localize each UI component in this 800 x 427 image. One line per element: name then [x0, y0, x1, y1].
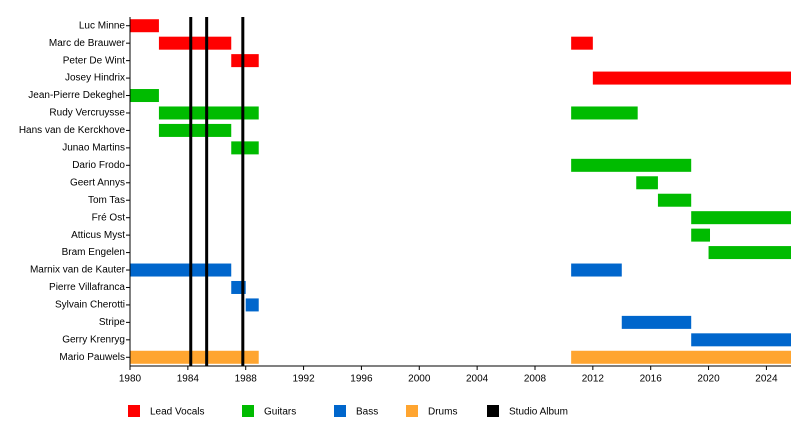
y-tick-label: Stripe: [99, 317, 126, 328]
bar: [130, 19, 159, 33]
legend-swatch: [242, 405, 254, 417]
x-tick-label: 1996: [350, 374, 373, 385]
bar: [691, 333, 791, 347]
x-tick-label: 2004: [466, 374, 489, 385]
legend-label: Bass: [356, 407, 378, 418]
y-tick-label: Gerry Krenryg: [62, 334, 125, 345]
x-tick-label: 2016: [640, 374, 663, 385]
bar: [158, 123, 232, 137]
x-tick-label: 1988: [235, 374, 258, 385]
bar: [571, 350, 791, 364]
bar: [130, 350, 259, 364]
y-tick-label: Geert Annys: [70, 177, 125, 188]
x-tick-label: 1984: [177, 374, 200, 385]
bar: [571, 36, 593, 50]
bar: [231, 141, 259, 155]
legend-swatch: [334, 405, 346, 417]
bar: [708, 246, 791, 260]
x-tick-label: 2012: [582, 374, 605, 385]
x-tick-label: 2024: [755, 374, 778, 385]
y-tick-label: Peter De Wint: [63, 55, 125, 66]
bar: [158, 106, 259, 120]
y-tick-label: Sylvain Cherotti: [55, 300, 125, 311]
bar: [158, 36, 232, 50]
y-tick-label: Hans van de Kerckhove: [19, 125, 126, 136]
legend-label: Lead Vocals: [150, 407, 205, 418]
legend-swatch: [487, 405, 499, 417]
legend-label: Studio Album: [509, 407, 568, 418]
bar: [592, 71, 791, 85]
y-tick-label: Mario Pauwels: [59, 352, 125, 363]
y-tick-label: Josey Hindrix: [65, 73, 125, 84]
y-tick-label: Luc Minne: [79, 20, 126, 31]
bar: [621, 315, 692, 329]
bar: [657, 193, 692, 207]
y-tick-label: Junao Martins: [62, 143, 125, 154]
y-tick-label: Rudy Vercruysse: [49, 108, 125, 119]
legend-swatch: [128, 405, 140, 417]
bar: [231, 54, 259, 68]
y-tick-label: Atticus Myst: [71, 230, 125, 241]
bar: [571, 106, 638, 120]
x-tick-label: 2008: [524, 374, 547, 385]
legend-swatch: [406, 405, 418, 417]
bar: [691, 228, 711, 242]
bar: [571, 263, 622, 277]
y-tick-label: Pierre Villafranca: [49, 282, 125, 293]
bar: [245, 298, 259, 312]
bar: [130, 263, 232, 277]
bar: [130, 89, 159, 103]
bar: [691, 211, 791, 225]
y-tick-label: Tom Tas: [88, 195, 125, 206]
x-tick-label: 1980: [119, 374, 142, 385]
y-tick-label: Marc de Brauwer: [49, 38, 126, 49]
y-tick-label: Dario Frodo: [72, 160, 125, 171]
x-tick-label: 1992: [292, 374, 315, 385]
bar: [571, 158, 692, 172]
legend-label: Guitars: [264, 407, 296, 418]
y-tick-label: Marnix van de Kauter: [30, 265, 126, 276]
y-tick-label: Bram Engelen: [62, 247, 125, 258]
x-tick-label: 2000: [408, 374, 431, 385]
legend-label: Drums: [428, 407, 457, 418]
bar: [636, 176, 658, 190]
x-tick-label: 2020: [697, 374, 720, 385]
y-tick-label: Jean-Pierre Dekeghel: [28, 90, 125, 101]
y-tick-label: Fré Ost: [92, 212, 126, 223]
